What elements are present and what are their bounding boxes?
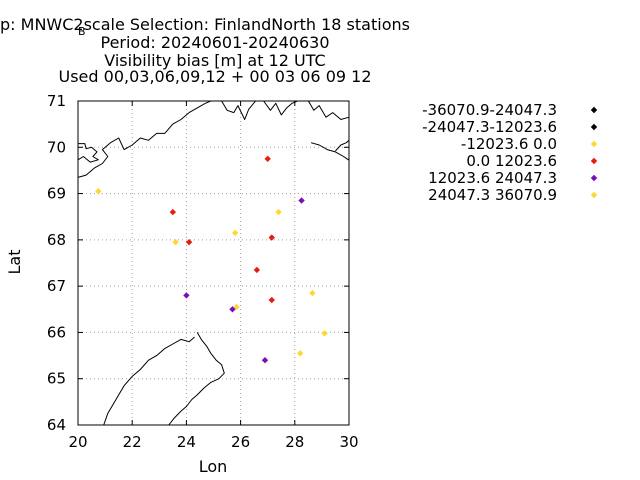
x-tick-label: 20 [68, 433, 87, 451]
station-point [264, 155, 271, 163]
legend-marker [590, 106, 598, 114]
x-axis-label: Lon [199, 457, 228, 476]
y-tick-label: 66 [47, 323, 66, 341]
station-point [95, 188, 102, 195]
station-point [275, 208, 282, 216]
station-point [297, 350, 304, 357]
y-axis-label: Lat [5, 250, 24, 275]
coastline [335, 139, 350, 152]
tick-layer: 20 22 24 26 28 30 64 65 66 67 68 69 70 71 [47, 92, 359, 451]
point-layer [95, 155, 328, 364]
station-point [268, 234, 275, 241]
station-point [309, 289, 316, 297]
chart-title-line-1: p: MNWC2scale Selection: FinlandNorth 18… [0, 15, 410, 34]
coastline-layer [77, 100, 350, 426]
coastline [263, 100, 298, 116]
x-tick-label: 26 [231, 433, 250, 451]
coastline [77, 100, 211, 178]
chart-title-subscript: B [78, 25, 86, 38]
station-point [321, 330, 328, 337]
legend-label: 12023.6 24047.3 [428, 169, 557, 187]
coastline [307, 100, 350, 120]
station-point [268, 296, 275, 304]
station-point [183, 292, 190, 299]
x-tick-label: 28 [285, 433, 304, 451]
x-tick-label: 30 [339, 433, 358, 451]
y-tick-label: 71 [47, 92, 66, 110]
station-point [172, 238, 179, 246]
station-point [253, 266, 261, 274]
station-point [229, 306, 236, 313]
y-tick-label: 68 [47, 231, 66, 249]
station-point [185, 238, 193, 246]
legend-label: 0.0 12023.6 [466, 152, 557, 170]
legend-label: 24047.3 36070.9 [428, 186, 557, 204]
legend-marker [590, 123, 598, 131]
legend-marker [590, 191, 598, 199]
coastline [77, 143, 99, 163]
legend-label: -24047.3-12023.6 [422, 118, 557, 136]
coastline [310, 142, 350, 161]
y-tick-label: 65 [47, 370, 66, 388]
station-point [298, 197, 305, 204]
legend-marker [590, 174, 598, 182]
legend: -36070.9-24047.3-24047.3-12023.6-12023.6… [422, 101, 598, 204]
chart-title-line-2: Period: 20240601-20240630 [100, 33, 329, 52]
y-tick-label: 67 [47, 277, 66, 295]
y-tick-label: 64 [47, 416, 66, 434]
chart-title-line-3: Visibility bias [m] at 12 UTC [104, 51, 325, 70]
station-point [169, 208, 177, 216]
chart-title-line-4: Used 00,03,06,09,12 + 00 03 06 09 12 [59, 67, 372, 86]
y-tick-label: 70 [47, 138, 66, 156]
plot-frame [77, 100, 350, 426]
x-tick-label: 22 [123, 433, 142, 451]
coastline [221, 100, 256, 120]
legend-label: -12023.6 0.0 [461, 135, 557, 153]
coastline [103, 336, 195, 426]
coastline [168, 332, 225, 426]
station-point [261, 357, 269, 364]
legend-marker [590, 157, 598, 165]
x-tick-label: 24 [177, 433, 196, 451]
y-tick-label: 69 [47, 185, 66, 203]
legend-marker [590, 140, 598, 148]
station-point [231, 229, 239, 237]
grid-layer [78, 101, 349, 425]
legend-label: -36070.9-24047.3 [422, 101, 557, 119]
